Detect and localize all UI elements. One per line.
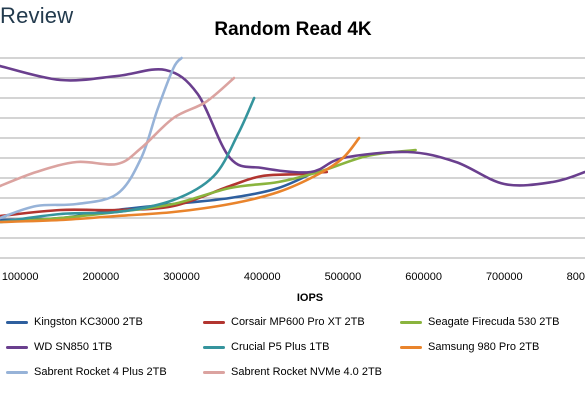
legend-label: Kingston KC3000 2TB <box>34 316 143 328</box>
legend-swatch <box>6 345 28 349</box>
series-line-crucial-p5-plus-1tb <box>0 96 256 224</box>
series-line-corsair-mp600-pro-xt-2tb <box>0 170 329 218</box>
x-tick-label: 100000 <box>2 271 39 283</box>
legend-label: Crucial P5 Plus 1TB <box>231 341 330 353</box>
series-line-seagate-firecuda-530-2tb <box>0 148 417 224</box>
legend-swatch <box>6 370 28 374</box>
x-tick-label: 500000 <box>325 271 362 283</box>
legend-item: Samsung 980 Pro 2TB <box>400 341 539 353</box>
legend-item: Crucial P5 Plus 1TB <box>203 341 329 353</box>
legend-swatch <box>203 370 225 374</box>
series-line-wd-sn850-1tb <box>0 64 585 187</box>
series-line-samsung-980-pro-2tb <box>0 136 361 224</box>
legend-item: Sabrent Rocket 4 Plus 2TB <box>6 366 167 378</box>
legend-item: Corsair MP600 Pro XT 2TB <box>203 316 365 328</box>
legend-label: Sabrent Rocket NVMe 4.0 2TB <box>231 366 383 378</box>
legend-label: Seagate Firecuda 530 2TB <box>428 316 560 328</box>
series-line-sabrent-rocket-nvme-4-0-2tb <box>0 76 236 188</box>
series-line-sabrent-rocket-4-plus-2tb <box>0 56 183 220</box>
legend-swatch <box>6 320 28 324</box>
legend-item: Sabrent Rocket NVMe 4.0 2TB <box>203 366 382 378</box>
x-tick-label: 300000 <box>163 271 200 283</box>
chart-title: Random Read 4K <box>214 19 372 40</box>
x-tick-label: 600000 <box>405 271 442 283</box>
legend-label: Samsung 980 Pro 2TB <box>428 341 540 353</box>
x-axis-label: IOPS <box>297 292 323 304</box>
x-tick-label: 400000 <box>244 271 281 283</box>
legend-item: WD SN850 1TB <box>6 341 112 353</box>
brand-logo-text: Review <box>0 3 74 28</box>
legend-swatch <box>203 345 225 349</box>
gridlines <box>0 57 585 259</box>
legend-item: Kingston KC3000 2TB <box>6 316 143 328</box>
legend-item: Seagate Firecuda 530 2TB <box>400 316 559 328</box>
legend-label: Corsair MP600 Pro XT 2TB <box>231 316 365 328</box>
series-lines <box>0 56 585 224</box>
legend-swatch <box>203 320 225 324</box>
x-tick-label: 200000 <box>83 271 120 283</box>
x-tick-label: 800000 <box>567 271 585 283</box>
legend-label: Sabrent Rocket 4 Plus 2TB <box>34 366 167 378</box>
legend-swatch <box>400 320 422 324</box>
legend-label: WD SN850 1TB <box>34 341 113 353</box>
x-axis: 100000 200000 300000 400000 500000 600000 7000… <box>2 271 585 283</box>
legend-swatch <box>400 345 422 349</box>
x-tick-label: 700000 <box>486 271 523 283</box>
